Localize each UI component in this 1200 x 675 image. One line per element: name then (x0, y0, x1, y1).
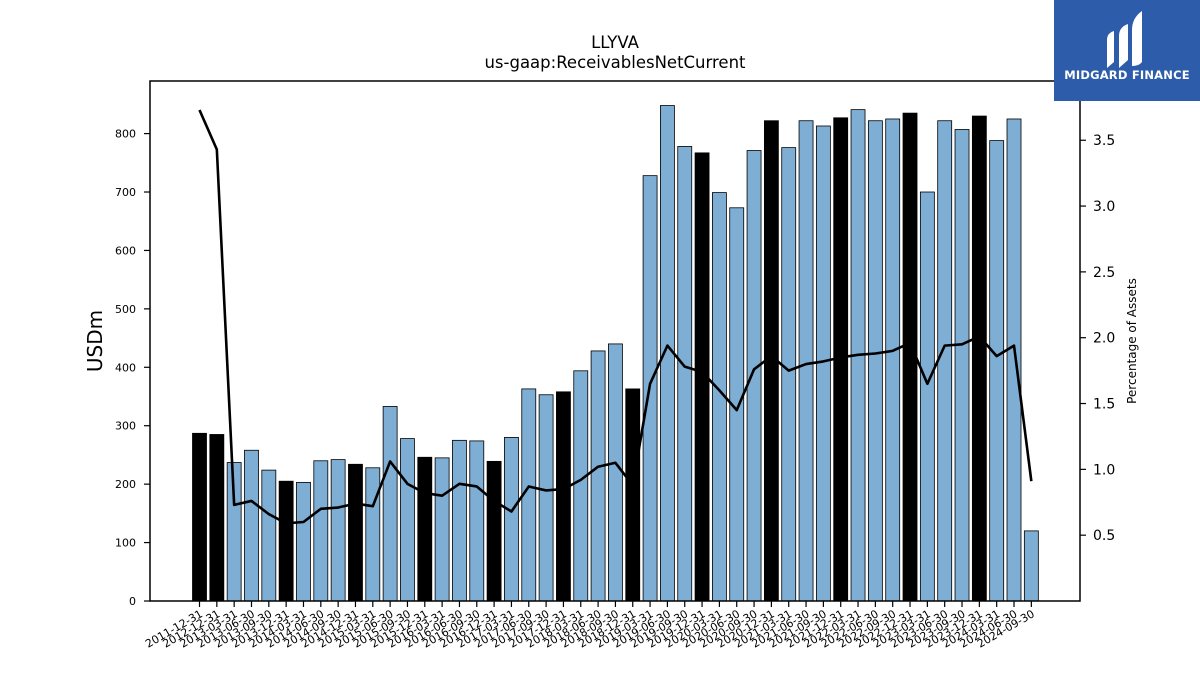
bars-group (192, 105, 1039, 602)
bar-2016-12-31 (486, 460, 502, 602)
y-tick-label: 0 (129, 595, 136, 608)
bar-2015-09-30 (400, 438, 415, 602)
bar-2021-03-31 (781, 147, 797, 602)
bar-2015-03-31 (365, 467, 381, 602)
bar-2015-12-31 (417, 456, 433, 602)
bar-2014-06-30 (313, 460, 329, 602)
y2-axis-label: Percentage of Assets (1125, 278, 1139, 404)
bar-2014-12-31 (348, 463, 363, 602)
y2-tick-label: 3.0 (1093, 199, 1115, 215)
bar-2021-06-30 (798, 120, 814, 602)
bar-2018-03-31 (573, 370, 589, 602)
bar-2011-12-31 (192, 432, 207, 602)
bar-2024-09-30 (1023, 530, 1039, 602)
bar-2019-09-30 (677, 146, 693, 602)
bar-2023-06-30 (937, 120, 953, 602)
bar-2018-12-31 (625, 388, 641, 602)
bar-2012-12-31 (209, 434, 225, 602)
chart-subtitle: us-gaap:ReceivablesNetCurrent (484, 53, 746, 72)
bar-2016-03-31 (434, 457, 450, 602)
y-axis-label: USDm (83, 310, 107, 372)
y2-axis: 0.5 1.0 1.5 2.0 2.5 3.0 3.5 (1080, 133, 1115, 544)
y-tick-label: 100 (115, 537, 136, 550)
bar-2013-06-30 (244, 449, 259, 602)
bar-2014-03-31 (296, 481, 311, 602)
logo-text: MIDGARD FINANCE (1064, 68, 1190, 82)
line-group (198, 109, 1033, 525)
bar-2016-09-30 (469, 440, 485, 602)
bar-2024-06-30 (1006, 118, 1022, 602)
y-tick-label: 300 (115, 420, 136, 433)
y-tick-label: 400 (115, 361, 136, 374)
y2-tick-label: 1.5 (1093, 397, 1115, 413)
y2-tick-label: 1.0 (1093, 462, 1115, 478)
bar-2016-06-30 (452, 439, 467, 602)
y-axis: 0 100 200 300 400 500 600 700 800 (115, 128, 150, 608)
bar-2022-09-30 (885, 118, 901, 602)
logo-mark-icon (1054, 0, 1200, 101)
bar-2018-09-30 (608, 343, 623, 602)
y-tick-label: 600 (115, 244, 136, 257)
bar-2015-06-30 (382, 406, 398, 602)
y-tick-label: 200 (115, 478, 136, 491)
brand-logo: MIDGARD FINANCE (1054, 0, 1200, 101)
bar-2013-12-31 (278, 480, 294, 602)
bar-2017-09-30 (538, 394, 554, 602)
y2-tick-label: 3.5 (1093, 133, 1115, 149)
y2-tick-label: 2.0 (1093, 331, 1115, 347)
bar-2014-09-30 (330, 459, 346, 602)
percentage-of-assets-line (198, 109, 1033, 525)
bar-2021-09-30 (815, 125, 831, 602)
bar-2020-09-30 (746, 150, 762, 602)
x-axis: 2011-12-312012-12-312013-03-312013-06-30… (143, 601, 1037, 651)
y-tick-label: 500 (115, 303, 136, 316)
bar-2022-06-30 (867, 120, 883, 602)
y-tick-label: 800 (115, 128, 136, 141)
bar-2023-09-30 (954, 129, 970, 602)
bar-2023-03-31 (919, 191, 935, 602)
y2-tick-label: 2.5 (1093, 265, 1115, 281)
bar-2017-12-31 (556, 391, 571, 602)
bar-2017-03-31 (504, 436, 519, 602)
bar-2023-12-31 (971, 115, 987, 602)
bar-2018-06-30 (590, 350, 606, 602)
y-tick-label: 700 (115, 186, 136, 199)
bar-2013-09-30 (261, 469, 277, 602)
y2-tick-label: 0.5 (1093, 528, 1115, 544)
chart-title: LLYVA (591, 33, 640, 52)
bar-2024-03-31 (989, 140, 1005, 602)
